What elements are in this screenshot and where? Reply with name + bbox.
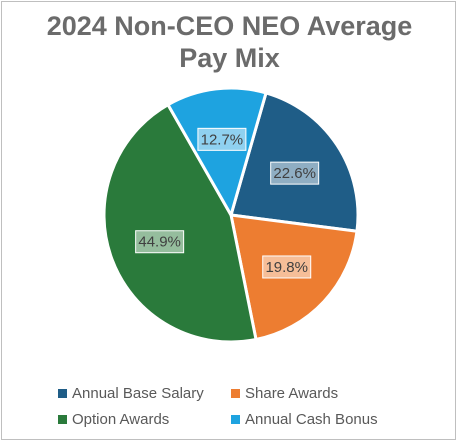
legend-label-option-awards: Option Awards (72, 411, 170, 428)
legend-item-annual-base-salary: Annual Base Salary (58, 385, 204, 402)
data-label-option-awards: 44.9% (135, 230, 185, 254)
data-label-box-share-awards (262, 255, 312, 279)
legend-swatch-annual-base-salary (58, 389, 67, 398)
data-label-text-share-awards: 19.8% (265, 259, 308, 276)
legend-label-share-awards: Share Awards (245, 385, 339, 402)
data-label-text-annual-cash-bonus: 12.7% (201, 131, 244, 148)
data-label-annual-base-salary: 22.6% (270, 161, 320, 185)
legend-item-share-awards: Share Awards (231, 385, 338, 402)
data-label-annual-cash-bonus: 12.7% (197, 127, 247, 151)
legend-label-annual-cash-bonus: Annual Cash Bonus (245, 411, 378, 428)
data-label-box-annual-cash-bonus (197, 127, 247, 151)
data-label-text-annual-base-salary: 22.6% (273, 165, 316, 182)
legend-label-annual-base-salary: Annual Base Salary (72, 385, 204, 402)
legend-item-option-awards: Option Awards (58, 411, 169, 428)
chart-title: 2024 Non-CEO NEO Average Pay Mix (0, 10, 459, 74)
data-label-box-option-awards (135, 230, 185, 254)
pie-slice-annual-cash-bonus (166, 86, 268, 217)
data-label-box-annual-base-salary (270, 161, 320, 185)
pie-slice-option-awards (102, 103, 258, 344)
legend-swatch-option-awards (58, 415, 67, 424)
chart-title-line-1: 2024 Non-CEO NEO Average (46, 11, 413, 41)
legend-item-annual-cash-bonus: Annual Cash Bonus (231, 411, 378, 428)
chart-title-line-2: Pay Mix (179, 43, 280, 73)
data-label-share-awards: 19.8% (262, 255, 312, 279)
legend-swatch-share-awards (231, 389, 240, 398)
legend-swatch-annual-cash-bonus (231, 415, 240, 424)
data-label-text-option-awards: 44.9% (138, 234, 181, 251)
